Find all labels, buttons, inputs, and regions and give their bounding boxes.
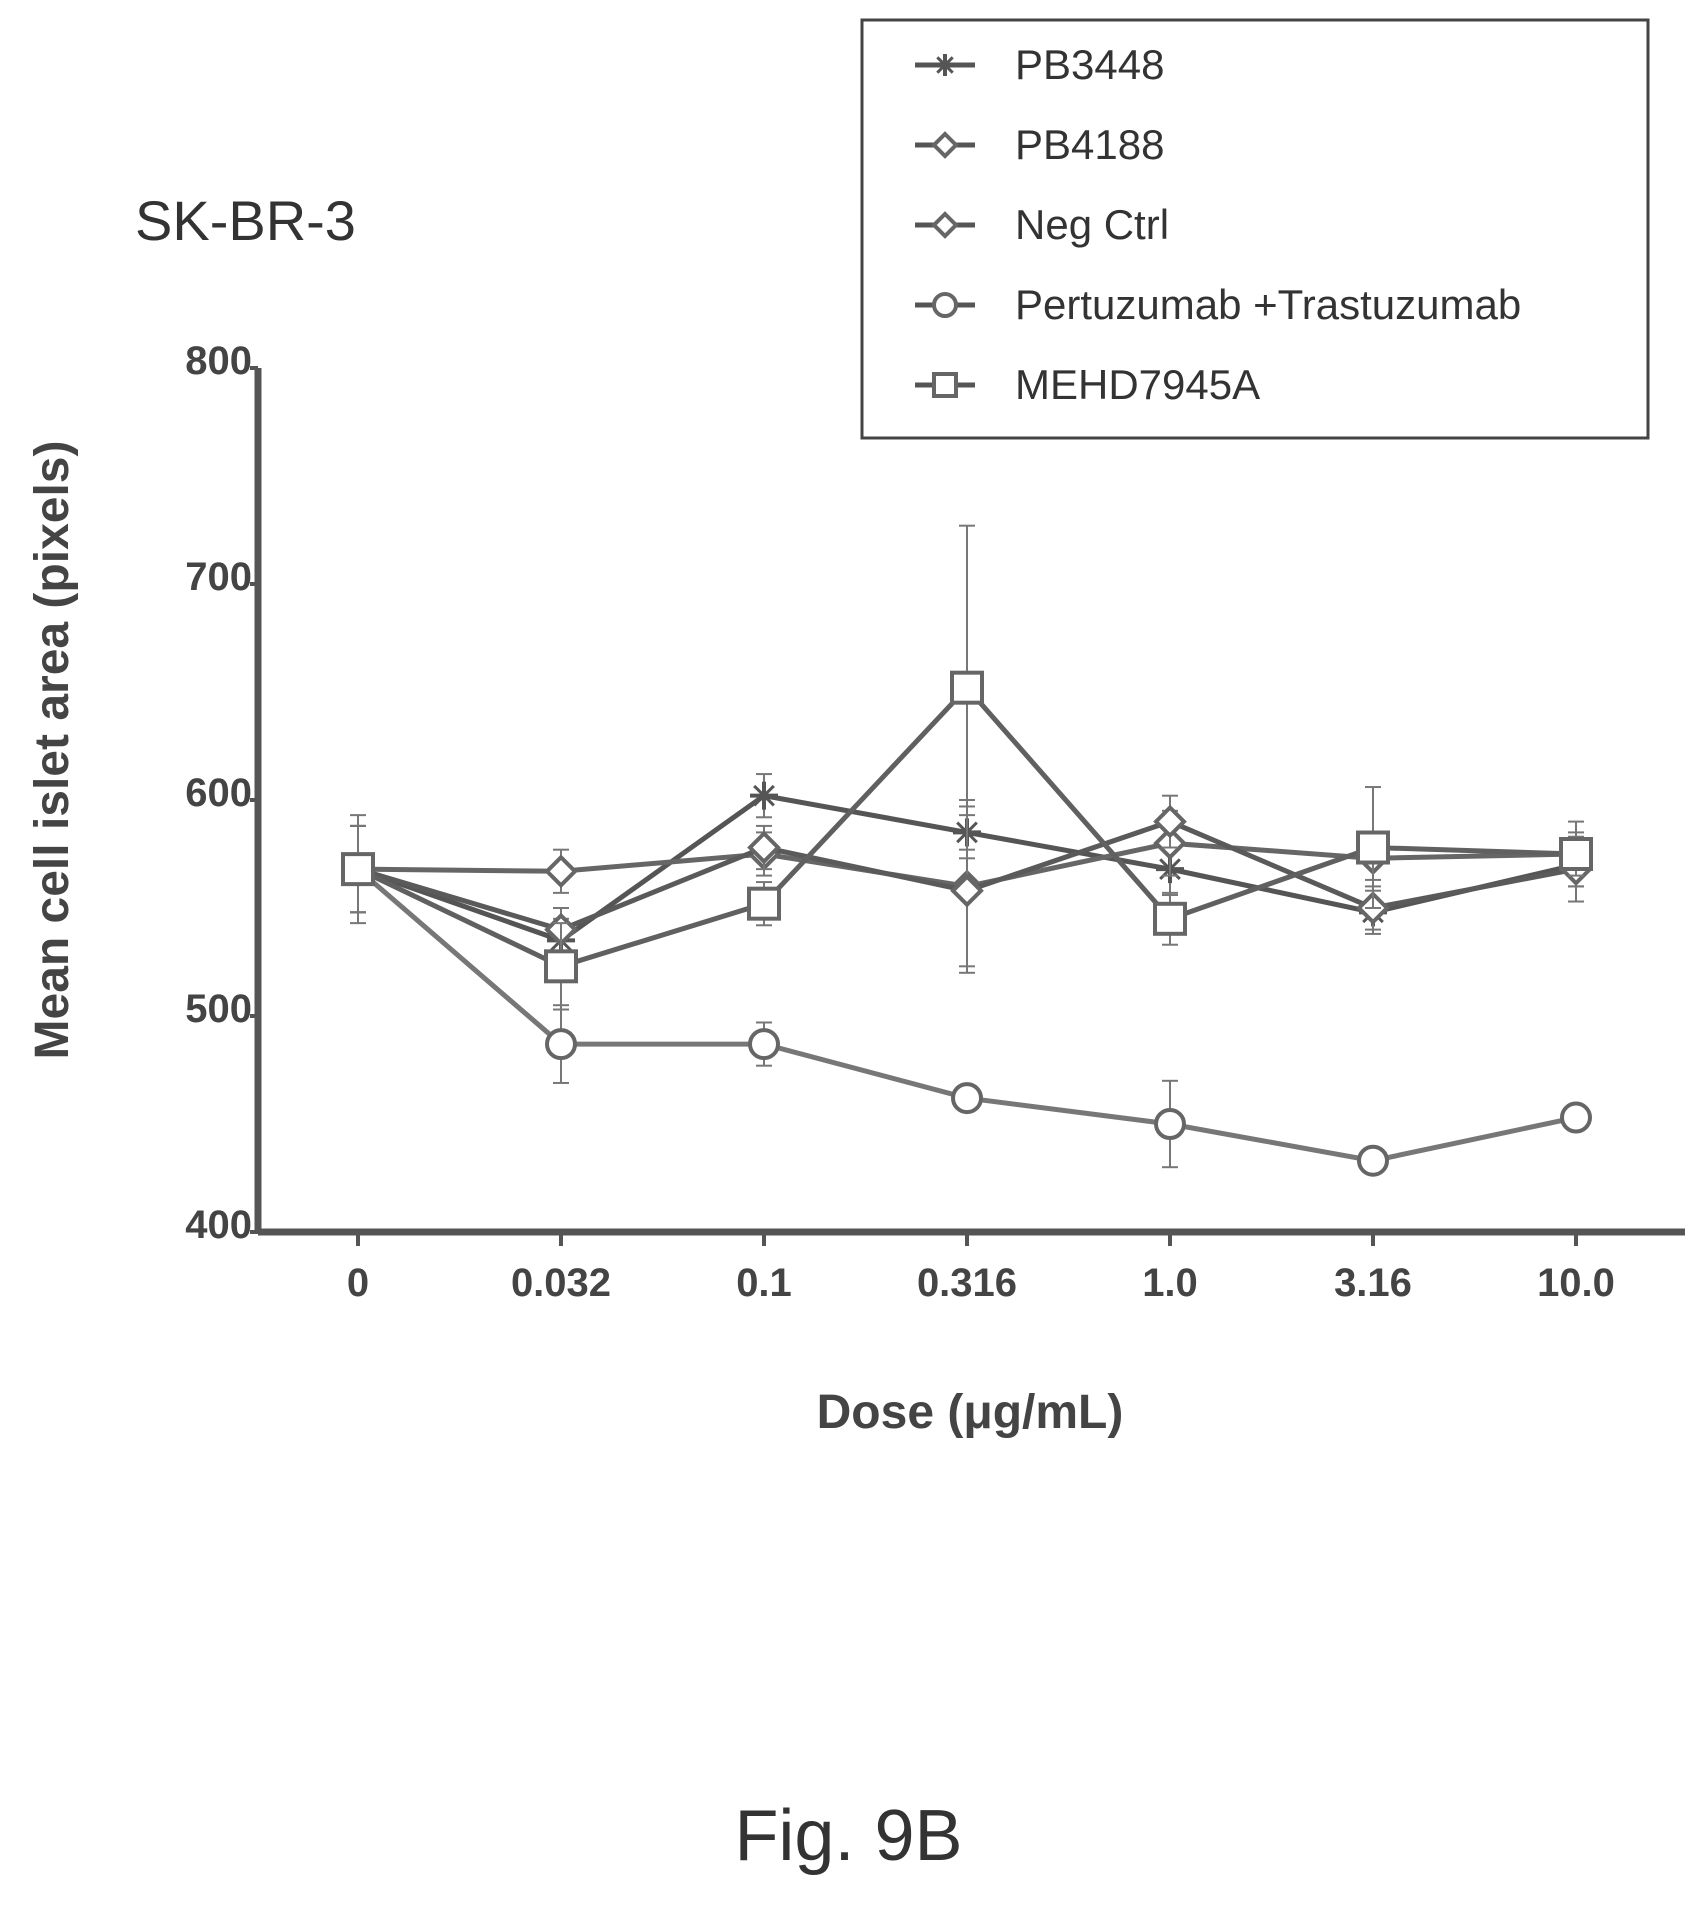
- x-tick-label: 0.316: [917, 1261, 1017, 1305]
- legend-item-1: PB4188: [915, 121, 1164, 168]
- chart-title: SK-BR-3: [135, 189, 356, 252]
- y-tick-label: 600: [185, 771, 252, 815]
- y-tick-label: 800: [185, 339, 252, 383]
- data-point-d2: [753, 784, 775, 807]
- legend-marker: [931, 131, 959, 159]
- legend-marker: [931, 211, 959, 239]
- legend-label: Neg Ctrl: [1015, 201, 1169, 248]
- y-tick-label: 400: [185, 1203, 252, 1247]
- y-ticks: 400 500 600 700 800: [185, 339, 258, 1247]
- data-point: [748, 1028, 780, 1061]
- x-tick-label: 3.16: [1334, 1261, 1412, 1305]
- data-point: [950, 873, 984, 908]
- data-point: [1559, 837, 1593, 871]
- data-point: [950, 670, 984, 705]
- data-point: [341, 852, 375, 887]
- x-axis-label: Dose (μg/mL): [817, 1386, 1124, 1439]
- legend-label: PB3448: [1015, 41, 1164, 88]
- legend-marker: [932, 292, 958, 318]
- data-point: [747, 886, 781, 921]
- legend-label: MEHD7945A: [1015, 361, 1260, 408]
- x-tick-label: 0.032: [511, 1261, 611, 1305]
- y-tick-label: 700: [185, 555, 252, 599]
- legend-label: Pertuzumab +Trastuzumab: [1015, 281, 1521, 328]
- data-point: [544, 949, 578, 984]
- legend-marker-d2: [936, 56, 954, 74]
- series-4: [341, 524, 1593, 1011]
- data-point: [750, 781, 778, 810]
- x-tick-label: 10.0: [1537, 1261, 1615, 1305]
- y-tick-label: 500: [185, 987, 252, 1031]
- data-point: [1560, 1101, 1592, 1134]
- data-point: [545, 1028, 577, 1061]
- legend-item-0: PB3448: [915, 41, 1164, 88]
- data-point: [747, 830, 781, 865]
- data-point: [951, 1082, 983, 1115]
- data-point: [1154, 1108, 1186, 1140]
- data-point: [544, 854, 578, 889]
- x-tick-label: 0.1: [736, 1261, 792, 1305]
- data-point: [1153, 901, 1187, 936]
- data-point: [1356, 830, 1390, 865]
- legend-item-2: Neg Ctrl: [915, 201, 1169, 248]
- legend-label: PB4188: [1015, 121, 1164, 168]
- x-tick-label: 0: [347, 1261, 369, 1305]
- x-ticks: 0 0.032 0.1 0.316 1.0 3.16 10.0: [347, 1232, 1615, 1305]
- legend-item-4: MEHD7945A: [915, 361, 1260, 408]
- series-layer: [341, 524, 1593, 1177]
- y-axis-label-group: Mean cell islet area (pixels): [26, 441, 79, 1060]
- legend-marker: [934, 54, 956, 76]
- legend-marker: [932, 372, 958, 398]
- data-point: [1357, 1144, 1389, 1177]
- data-point: [1153, 804, 1187, 839]
- legend-box: [860, 18, 1650, 440]
- y-axis-label: Mean cell islet area (pixels): [26, 441, 79, 1060]
- legend-items: PB3448 PB4188 Neg Ctrl Pertuzumab +Trastuzu…: [915, 41, 1521, 408]
- legend-item-3: Pertuzumab +Trastuzumab: [915, 281, 1521, 328]
- legend: PB3448 PB4188 Neg Ctrl Pertuzumab +Trastuzu…: [860, 18, 1650, 440]
- x-tick-label: 1.0: [1142, 1261, 1198, 1305]
- figure-caption: Fig. 9B: [734, 1796, 963, 1876]
